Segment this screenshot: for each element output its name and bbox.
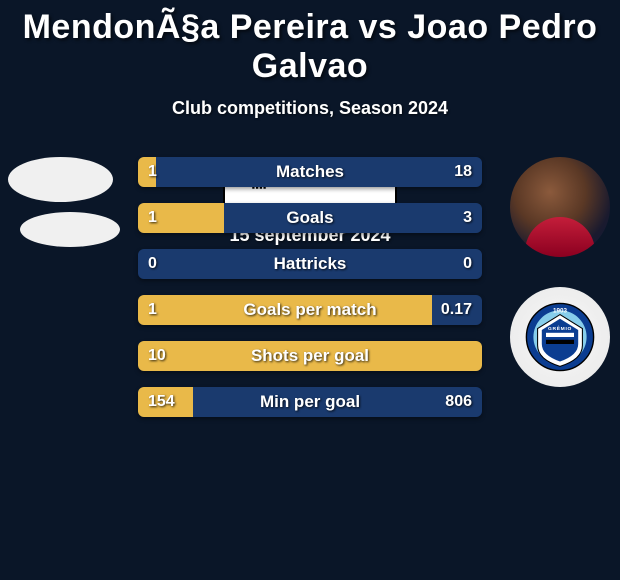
stat-bar-row: 13Goals — [138, 203, 482, 233]
page-title: MendonÃ§a Pereira vs Joao Pedro Galvao — [0, 8, 620, 86]
stat-bar-row: 00Hattricks — [138, 249, 482, 279]
stat-label: Matches — [138, 157, 482, 187]
club-right-crest: 1903 GRÊMIO — [510, 287, 610, 387]
stat-bar-row: 10Shots per goal — [138, 341, 482, 371]
svg-text:1903: 1903 — [553, 308, 568, 315]
stat-bar-row: 118Matches — [138, 157, 482, 187]
page-subtitle: Club competitions, Season 2024 — [0, 98, 620, 119]
comparison-infographic: MendonÃ§a Pereira vs Joao Pedro Galvao C… — [0, 8, 620, 246]
stat-bar-row: 10.17Goals per match — [138, 295, 482, 325]
stat-label: Shots per goal — [138, 341, 482, 371]
player-left-avatar-1 — [8, 157, 113, 202]
stat-bars: 118Matches 13Goals 00Hattricks 10.17Goals p… — [138, 157, 482, 433]
player-left-avatar-2 — [20, 212, 120, 247]
stat-label: Goals — [138, 203, 482, 233]
stat-label: Goals per match — [138, 295, 482, 325]
stat-label: Hattricks — [138, 249, 482, 279]
stat-bar-row: 154806Min per goal — [138, 387, 482, 417]
stat-label: Min per goal — [138, 387, 482, 417]
player-right-avatar — [510, 157, 610, 257]
gremio-badge-icon: 1903 GRÊMIO — [525, 302, 595, 372]
